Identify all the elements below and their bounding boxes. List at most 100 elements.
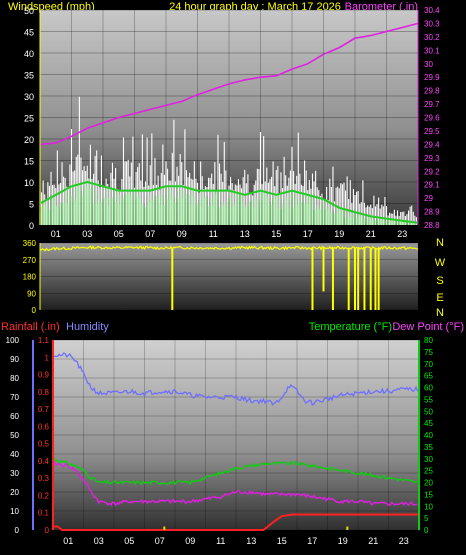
wind-speed-tick-label: 5 <box>29 200 34 210</box>
temperature-tick-label: 50 <box>424 407 433 416</box>
wind-hour-tick-label: 19 <box>334 229 344 239</box>
humidity-tick-label: 70 <box>10 393 19 402</box>
humidity-axis-title: Humidity <box>66 321 109 333</box>
barometer-ticks: 28.8 28.9 29 29.1 29.2 29.3 29.4 29.5 29.6 29.7 29… <box>424 6 440 230</box>
wind-direction-ticks: 0 90 180 270 360 <box>23 239 37 315</box>
temperature-axis-title: Temperature (°F) <box>309 321 392 333</box>
temperature-tick-label: 30 <box>424 455 433 464</box>
rain-temp-hour-tick-label: 19 <box>338 536 348 546</box>
wind-direction-tick-label: 360 <box>23 239 37 248</box>
wind-average-line <box>39 180 419 224</box>
wind-speed-tick-label: 15 <box>24 157 34 167</box>
barometer-tick-label: 30.4 <box>424 6 440 15</box>
compass-label: N <box>436 307 444 319</box>
rainfall-tick-label: 0.7 <box>38 405 50 414</box>
wind-hour-tick-label: 17 <box>303 229 313 239</box>
barometer-tick-label: 30.1 <box>424 46 440 55</box>
temperature-tick-label: 0 <box>424 526 429 535</box>
wind-speed-tick-label: 30 <box>24 92 34 102</box>
barometer-tick-label: 30.3 <box>424 19 440 28</box>
wind-series <box>39 22 419 224</box>
wind-hour-ticks: 01 03 05 07 09 11 13 15 17 19 21 23 <box>51 229 408 239</box>
wind-speed-tick-label: 40 <box>24 49 34 59</box>
rainfall-tick-label: 0.9 <box>38 371 50 380</box>
rain-temp-hour-tick-label: 07 <box>155 536 165 546</box>
rainfall-ticks: 0 0.1 0.2 0.3 0.4 0.5 0.6 0.7 0.8 0.9 1 1.1 <box>38 336 50 535</box>
barometer-tick-label: 30 <box>424 60 433 69</box>
temperature-tick-label: 55 <box>424 395 433 404</box>
rainfall-tick-label: 1 <box>45 353 50 362</box>
humidity-tick-label: 100 <box>6 336 20 345</box>
wind-direction-tick-label: 270 <box>23 256 37 265</box>
rain-temp-hour-tick-label: 03 <box>94 536 104 546</box>
rainfall-tick-label: 0.8 <box>38 388 50 397</box>
temperature-tick-label: 35 <box>424 443 433 452</box>
wind-hour-tick-label: 05 <box>114 229 124 239</box>
temperature-tick-label: 25 <box>424 467 433 476</box>
rain-temp-hour-tick-label: 13 <box>246 536 256 546</box>
wind-hour-tick-label: 23 <box>397 229 407 239</box>
barometer-tick-label: 29.3 <box>424 154 440 163</box>
rain-temp-series <box>52 352 419 531</box>
wind-gust-bars <box>39 96 417 225</box>
rain-temp-hour-tick-label: 23 <box>399 536 409 546</box>
temperature-tick-label: 75 <box>424 348 433 357</box>
barometer-tick-label: 29 <box>424 194 433 203</box>
wind-speed-tick-label: 20 <box>24 135 34 145</box>
barometer-tick-label: 28.8 <box>424 221 440 230</box>
wind-direction-tick-label: 90 <box>27 289 36 298</box>
barometer-tick-label: 29.9 <box>424 73 440 82</box>
barometer-tick-label: 29.7 <box>424 100 440 109</box>
rain-temp-hour-tick-label: 09 <box>185 536 195 546</box>
temperature-tick-label: 70 <box>424 360 433 369</box>
barometer-tick-label: 29.5 <box>424 127 440 136</box>
wind-hour-tick-label: 03 <box>82 229 92 239</box>
rainfall-tick-label: 0.6 <box>38 422 50 431</box>
humidity-tick-label: 60 <box>10 412 19 421</box>
humidity-line <box>52 352 419 406</box>
humidity-tick-label: 30 <box>10 469 19 478</box>
wind-hour-tick-label: 09 <box>177 229 187 239</box>
rainfall-tick-label: 0 <box>45 526 50 535</box>
wind-speed-tick-label: 25 <box>24 114 34 124</box>
rain-temp-plot-area <box>53 340 419 530</box>
dew-point-line <box>52 461 418 507</box>
rain-temp-hour-tick-label: 17 <box>307 536 317 546</box>
wind-direction-tick-label: 0 <box>32 306 37 315</box>
rain-temp-hour-ticks: 01 03 05 07 09 11 13 15 17 19 21 23 <box>63 536 409 546</box>
humidity-tick-label: 80 <box>10 374 19 383</box>
temperature-tick-label: 5 <box>424 514 429 523</box>
wind-speed-tick-label: 35 <box>24 71 34 81</box>
barometer-tick-label: 29.2 <box>424 167 440 176</box>
rainfall-axis-title: Rainfall (.in) <box>1 321 60 333</box>
temperature-tick-label: 20 <box>424 479 433 488</box>
temperature-tick-label: 40 <box>424 431 433 440</box>
wind-speed-ticks: 0 5 10 15 20 25 30 35 40 45 50 <box>24 6 34 231</box>
humidity-tick-label: 90 <box>10 355 19 364</box>
rainfall-line <box>53 513 419 531</box>
rain-temp-hour-tick-label: 05 <box>124 536 134 546</box>
wind-direction-tick-label: 180 <box>23 273 37 282</box>
rainfall-tick-label: 0.2 <box>38 491 50 500</box>
wind-hour-tick-label: 11 <box>209 229 218 239</box>
rainfall-tick-label: 0.3 <box>38 474 50 483</box>
wind-speed-tick-label: 0 <box>29 221 34 231</box>
wind-speed-tick-label: 10 <box>24 178 34 188</box>
rain-temp-hour-tick-label: 01 <box>63 536 73 546</box>
compass-label: E <box>436 292 443 304</box>
wind-hour-tick-label: 15 <box>271 229 281 239</box>
wind-speed-tick-label: 50 <box>24 6 34 16</box>
wind-hour-tick-label: 01 <box>51 229 61 239</box>
rain-temp-hour-tick-label: 15 <box>277 536 287 546</box>
humidity-tick-label: 10 <box>10 507 19 516</box>
wind-direction-series <box>39 245 419 310</box>
barometer-tick-label: 29.6 <box>424 114 440 123</box>
temperature-tick-label: 65 <box>424 372 433 381</box>
temperature-tick-label: 80 <box>424 336 433 345</box>
wind-hour-tick-label: 21 <box>366 229 376 239</box>
humidity-tick-label: 40 <box>10 450 19 459</box>
barometer-tick-label: 30.2 <box>424 33 440 42</box>
barometer-tick-label: 29.4 <box>424 140 440 149</box>
wind-hour-tick-label: 13 <box>240 229 250 239</box>
wind-hour-tick-label: 07 <box>145 229 155 239</box>
